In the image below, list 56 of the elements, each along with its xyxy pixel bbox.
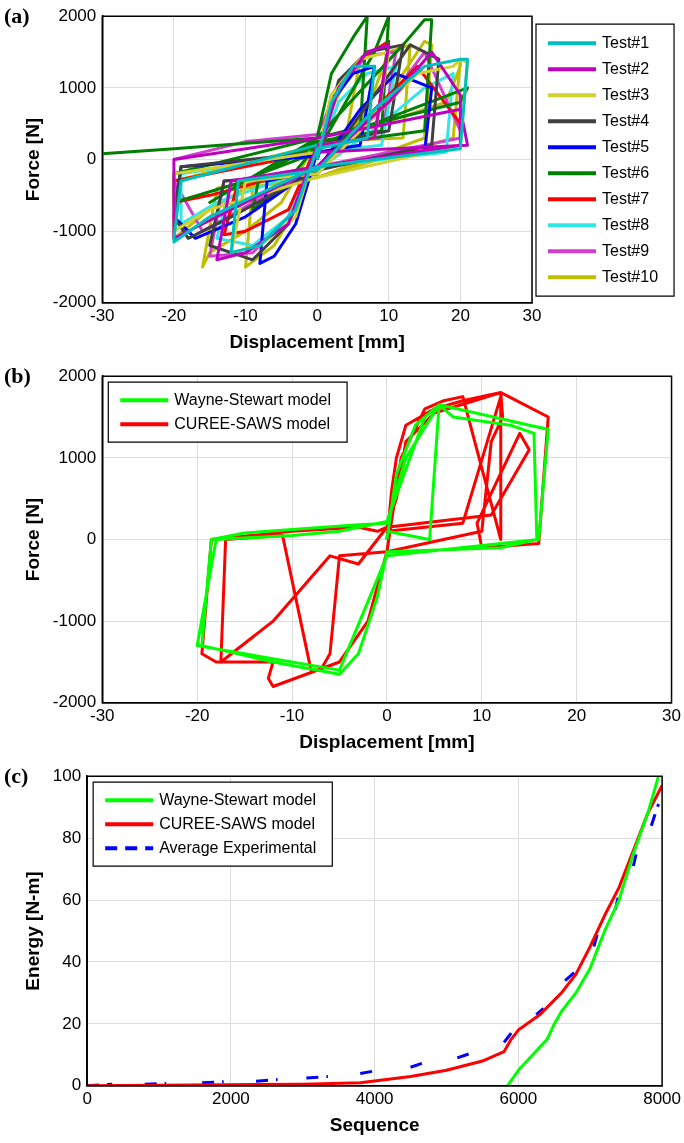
legend-label: Test#5 bbox=[602, 137, 650, 155]
legend-label: Test#3 bbox=[602, 85, 650, 103]
x-tick-label: -20 bbox=[184, 705, 210, 725]
legend-label: Wayne-Stewart model bbox=[159, 790, 316, 808]
legend-label: Test#1 bbox=[602, 33, 650, 51]
y-tick-label: 0 bbox=[71, 1075, 82, 1095]
y-axis-title: Force [N] bbox=[21, 117, 43, 202]
legend-label: Average Experimental bbox=[159, 838, 317, 856]
x-tick-label: 20 bbox=[567, 705, 587, 725]
x-axis-title: Displacement [mm] bbox=[229, 330, 405, 352]
legend-label: Test#7 bbox=[602, 189, 650, 207]
chart-title: (b) bbox=[4, 362, 31, 388]
legend-label: Wayne-Stewart model bbox=[174, 390, 332, 408]
x-tick-label: 30 bbox=[522, 305, 542, 325]
x-tick-label: 6000 bbox=[499, 1088, 538, 1108]
y-tick-label: -1000 bbox=[52, 220, 97, 240]
y-tick-label: 2000 bbox=[58, 5, 97, 25]
y-axis-title: Energy [N-m] bbox=[21, 871, 43, 991]
y-tick-label: 100 bbox=[52, 765, 82, 785]
legend-label: Test#6 bbox=[602, 163, 650, 181]
y-tick-label: 2000 bbox=[58, 365, 97, 385]
x-tick-label: 8000 bbox=[643, 1088, 681, 1108]
x-tick-label: 10 bbox=[472, 705, 492, 725]
y-tick-label: -2000 bbox=[52, 292, 97, 312]
y-tick-label: 1000 bbox=[58, 77, 97, 97]
y-tick-label: 20 bbox=[62, 1013, 82, 1033]
x-tick-label: 10 bbox=[379, 305, 399, 325]
chart-title: (a) bbox=[4, 2, 30, 28]
legend-label: Test#10 bbox=[602, 267, 659, 285]
y-tick-label: 0 bbox=[86, 149, 97, 169]
y-tick-label: -1000 bbox=[52, 610, 97, 630]
legend-label: Test#9 bbox=[602, 241, 650, 259]
x-tick-label: -10 bbox=[279, 705, 305, 725]
y-tick-label: -2000 bbox=[52, 692, 97, 712]
y-tick-label: 60 bbox=[62, 889, 82, 909]
y-tick-label: 80 bbox=[62, 827, 82, 847]
legend-label: Test#2 bbox=[602, 59, 650, 77]
legend-label: CUREE-SAWS model bbox=[174, 414, 331, 432]
x-tick-label: -10 bbox=[233, 305, 258, 325]
y-tick-label: 1000 bbox=[58, 447, 97, 467]
x-tick-label: 0 bbox=[382, 705, 392, 725]
x-tick-label: 0 bbox=[312, 305, 322, 325]
y-tick-label: 0 bbox=[86, 529, 97, 549]
legend-label: Test#4 bbox=[602, 111, 650, 129]
y-axis-title: Force [N] bbox=[21, 497, 43, 582]
x-tick-label: -20 bbox=[161, 305, 187, 325]
x-tick-label: 4000 bbox=[355, 1088, 394, 1108]
x-tick-label: 2000 bbox=[211, 1088, 250, 1108]
x-axis-title: Displacement [mm] bbox=[299, 730, 475, 752]
legend-label: CUREE-SAWS model bbox=[159, 814, 316, 832]
x-axis-title: Sequence bbox=[329, 1113, 420, 1135]
x-tick-label: 30 bbox=[662, 705, 682, 725]
chart-title: (c) bbox=[4, 762, 29, 788]
legend-label: Test#8 bbox=[602, 215, 650, 233]
x-tick-label: 20 bbox=[450, 305, 470, 325]
y-tick-label: 40 bbox=[62, 951, 82, 971]
